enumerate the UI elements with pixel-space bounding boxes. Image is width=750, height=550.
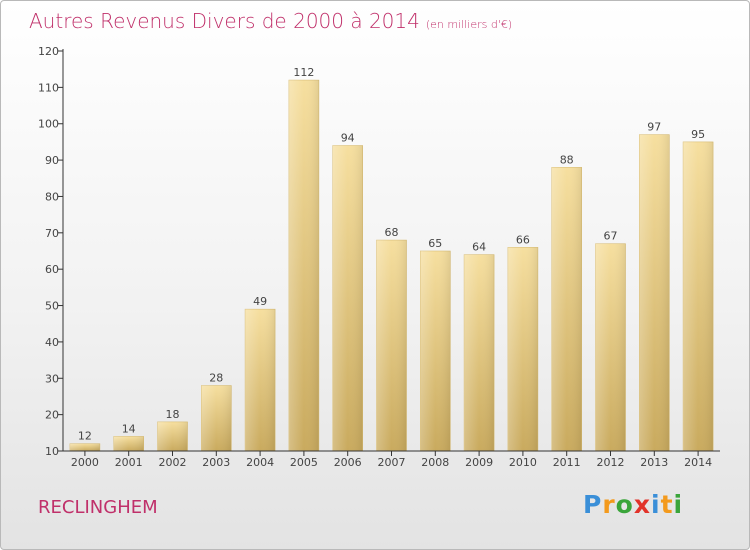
x-tick-label: 2002 xyxy=(159,456,187,469)
x-tick-label: 2003 xyxy=(202,456,230,469)
value-label: 112 xyxy=(293,66,314,79)
x-tick-label: 2010 xyxy=(509,456,537,469)
y-tick-label: 60 xyxy=(45,263,59,276)
commune-name: RECLINGHEM xyxy=(38,497,158,518)
proxiti-logo[interactable]: Proxiti xyxy=(583,490,683,519)
x-tick-label: 2012 xyxy=(597,456,625,469)
value-label: 65 xyxy=(428,237,442,250)
logo-letter: x xyxy=(633,490,651,519)
y-tick-label: 90 xyxy=(45,154,59,167)
value-label: 28 xyxy=(209,372,223,385)
value-label: 64 xyxy=(472,241,486,254)
y-tick-label: 100 xyxy=(38,118,59,131)
bar-shading xyxy=(113,436,144,451)
chart-subtitle: (en milliers d'€) xyxy=(425,18,513,31)
y-tick-label: 40 xyxy=(45,336,59,349)
y-tick-label: 110 xyxy=(38,81,59,94)
y-tick-label: 70 xyxy=(45,227,59,240)
y-tick-label: 30 xyxy=(45,372,59,385)
y-tick-label: 20 xyxy=(45,409,59,422)
bar-shading xyxy=(332,145,363,451)
x-tick-label: 2006 xyxy=(334,456,362,469)
x-axis: 2000 2001 2002 2003 2004 2005 2006 2007 2008 2009… xyxy=(63,450,720,469)
y-tick-label: 10 xyxy=(45,445,59,458)
x-tick-label: 2009 xyxy=(465,456,493,469)
bar-shading xyxy=(683,141,714,451)
logo-letter: t xyxy=(660,490,674,519)
x-tick-label: 2005 xyxy=(290,456,318,469)
value-label: 68 xyxy=(385,226,399,239)
x-tick-label: 2007 xyxy=(378,456,406,469)
value-label: 14 xyxy=(122,422,136,435)
x-tick-label: 2011 xyxy=(553,456,581,469)
bar-shading xyxy=(464,254,495,451)
bar-shading xyxy=(288,80,319,451)
value-label: 88 xyxy=(560,153,574,166)
logo-letter: i xyxy=(651,490,661,519)
value-label: 94 xyxy=(341,132,355,145)
y-axis: 10 20 30 40 50 60 70 80 90 100 110 120 xyxy=(38,45,64,458)
bar-shading xyxy=(639,134,670,452)
y-tick-label: 50 xyxy=(45,300,59,313)
x-tick-label: 2000 xyxy=(71,456,99,469)
x-tick-label: 2014 xyxy=(684,456,712,469)
value-label: 66 xyxy=(516,233,530,246)
y-tick-label: 120 xyxy=(38,45,59,58)
chart-title: Autres Revenus Divers de 2000 à 2014 (en … xyxy=(29,9,512,33)
bar-shading xyxy=(376,240,407,451)
y-tick-label: 80 xyxy=(45,190,59,203)
value-label: 49 xyxy=(253,295,267,308)
logo-letter: P xyxy=(583,490,603,519)
value-label: 95 xyxy=(691,128,705,141)
bar-shading xyxy=(595,243,626,451)
logo-letter: r xyxy=(602,490,616,519)
x-tick-label: 2004 xyxy=(246,456,274,469)
value-label: 18 xyxy=(166,408,180,421)
bar-shading xyxy=(69,443,100,451)
bar-shading xyxy=(420,251,451,451)
bar-shading xyxy=(507,247,538,451)
bar-shading xyxy=(201,385,232,451)
bar-shading xyxy=(157,421,188,451)
value-label: 12 xyxy=(78,430,92,443)
x-tick-label: 2013 xyxy=(640,456,668,469)
value-label: 97 xyxy=(647,121,661,134)
bar-shading xyxy=(551,167,582,451)
x-tick-label: 2001 xyxy=(115,456,143,469)
bar-shading xyxy=(245,309,276,451)
logo-letter: o xyxy=(615,490,634,519)
chart-title-text: Autres Revenus Divers de 2000 à 2014 xyxy=(29,9,420,33)
value-label: 67 xyxy=(604,230,618,243)
bars: 12 14 18 28 49 112 94 68 65 64 66 88 67 97 95 xyxy=(69,66,714,452)
logo-letter: i xyxy=(673,490,684,519)
x-tick-label: 2008 xyxy=(421,456,449,469)
